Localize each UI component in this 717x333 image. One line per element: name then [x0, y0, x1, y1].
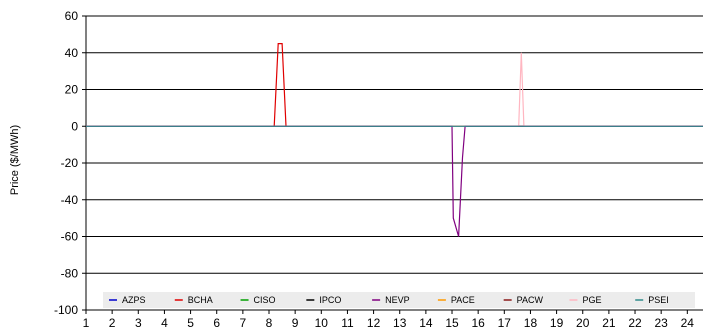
- y-tick-label: 60: [65, 9, 79, 23]
- legend-label: NEVP: [385, 295, 410, 305]
- x-tick-label: 20: [576, 316, 590, 330]
- series-line-nevp: [86, 125, 703, 237]
- x-tick-label: 17: [498, 316, 512, 330]
- x-tick-label: 13: [393, 316, 407, 330]
- x-tick-label: 15: [445, 316, 459, 330]
- x-tick-label: 19: [550, 316, 564, 330]
- y-tick-label: -80: [61, 266, 79, 280]
- legend-label: CISO: [254, 295, 276, 305]
- x-tick-label: 14: [419, 316, 433, 330]
- x-tick-label: 1: [83, 316, 90, 330]
- y-tick-label: -40: [61, 193, 79, 207]
- x-tick-label: 7: [240, 316, 247, 330]
- legend-label: PACE: [451, 295, 475, 305]
- x-tick-label: 21: [602, 316, 616, 330]
- y-tick-label: 40: [65, 46, 79, 60]
- x-tick-label: 3: [135, 316, 142, 330]
- x-tick-label: 6: [213, 316, 220, 330]
- legend-label: BCHA: [188, 295, 213, 305]
- x-tick-label: 9: [292, 316, 299, 330]
- axes: [85, 16, 703, 314]
- series-line-bcha: [86, 43, 703, 127]
- x-tick-label: 10: [315, 316, 329, 330]
- legend-label: PGE: [582, 295, 601, 305]
- y-tick-labels: 60 40 20 0 -20 -40 -60 -80 -100: [54, 9, 78, 317]
- x-tick-label: 5: [187, 316, 194, 330]
- x-tick-label: 24: [681, 316, 695, 330]
- x-tick-label: 11: [341, 316, 354, 330]
- series-lines: [86, 43, 703, 237]
- y-tick-label: 20: [65, 83, 79, 97]
- legend-label: IPCO: [319, 295, 341, 305]
- legend: AZPS BCHA CISO IPCO NEVP PACE PACW PGE PSEI: [103, 292, 695, 308]
- x-tick-label: 2: [109, 316, 116, 330]
- legend-label: PACW: [517, 295, 544, 305]
- legend-label: PSEI: [648, 295, 669, 305]
- y-tick-label: -100: [54, 303, 78, 317]
- x-tick-label: 8: [266, 316, 273, 330]
- y-tick-label: -20: [61, 156, 79, 170]
- y-axis-label: Price ($/MWh): [9, 125, 21, 195]
- y-tick-label: 0: [71, 119, 78, 133]
- x-tick-label: 12: [367, 316, 381, 330]
- x-tick-label: 23: [654, 316, 668, 330]
- legend-box: [103, 292, 695, 308]
- x-tick-label: 4: [161, 316, 168, 330]
- y-tick-label: -60: [61, 230, 79, 244]
- x-tick-label: 16: [471, 316, 485, 330]
- x-tick-label: 18: [524, 316, 538, 330]
- grid-lines: [82, 15, 703, 311]
- x-tick-labels: 1 2 3 4 5 6 7 8 9 10 11 12 13 14 15 16 17 18 19 20 21 22 23 24: [83, 316, 695, 330]
- x-tick-label: 22: [628, 316, 642, 330]
- legend-label: AZPS: [122, 295, 146, 305]
